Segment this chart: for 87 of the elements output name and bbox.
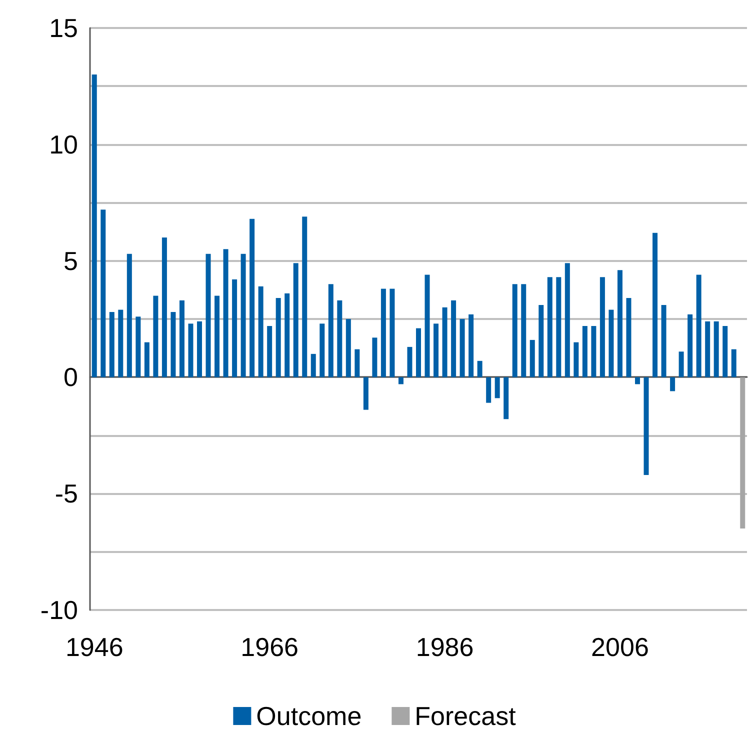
- bar: [547, 277, 552, 378]
- bar: [696, 274, 702, 378]
- bar: [705, 321, 710, 378]
- bar: [276, 298, 281, 378]
- bar: [284, 293, 290, 378]
- bar: [442, 307, 448, 378]
- bar: [644, 377, 649, 475]
- bar: [170, 312, 176, 378]
- bar: [451, 300, 456, 378]
- bar: [688, 314, 693, 378]
- bar: [144, 342, 150, 378]
- y-tick-label: 10: [49, 129, 78, 160]
- bar: [407, 346, 412, 378]
- legend-label: Outcome: [256, 701, 362, 731]
- bar: [118, 310, 124, 378]
- x-tick-label: 1986: [416, 632, 474, 662]
- bar: [398, 377, 404, 384]
- bar: [416, 328, 421, 378]
- bar: [162, 238, 167, 378]
- bar: [153, 296, 158, 378]
- bar: [722, 326, 728, 378]
- bar: [494, 377, 500, 398]
- bar: [92, 74, 97, 378]
- bar: [434, 324, 439, 378]
- bar: [582, 326, 588, 378]
- bar: [320, 324, 325, 378]
- bar: [530, 340, 535, 378]
- bar: [380, 288, 386, 378]
- bar: [564, 263, 570, 378]
- bar: [574, 342, 579, 378]
- bar: [100, 210, 106, 378]
- bar: [126, 254, 132, 378]
- bar: [635, 377, 640, 384]
- bar: [617, 270, 622, 378]
- bar: [538, 305, 544, 378]
- bar: [206, 254, 211, 378]
- bar: [556, 277, 562, 378]
- bar: [670, 377, 676, 392]
- x-tick-label: 2006: [591, 632, 649, 662]
- bar: [258, 286, 264, 378]
- bar: [731, 349, 736, 378]
- y-tick-label: 0: [64, 362, 78, 392]
- bar: [302, 216, 308, 378]
- bar: [354, 349, 360, 378]
- bar: [197, 321, 202, 378]
- x-tick-label: 1946: [65, 632, 124, 662]
- bar: [232, 279, 238, 378]
- bar: [608, 310, 614, 378]
- bar: [328, 284, 334, 378]
- bar: [179, 300, 184, 378]
- bar: [136, 316, 141, 378]
- bar: [240, 254, 246, 378]
- y-tick-label: -5: [54, 478, 78, 509]
- y-tick-label: -10: [40, 595, 78, 625]
- bar: [477, 360, 482, 378]
- bar: [591, 326, 596, 378]
- bar: [512, 284, 518, 378]
- bar: [250, 218, 255, 378]
- bar: [346, 319, 351, 378]
- bar: [740, 377, 746, 529]
- bar: [223, 249, 228, 378]
- y-tick-label: 5: [64, 246, 78, 276]
- bar: [109, 312, 114, 378]
- legend-label: Forecast: [414, 701, 517, 731]
- bar: [267, 326, 272, 378]
- bar: [372, 338, 378, 378]
- bar: [424, 274, 430, 378]
- bar: [468, 314, 474, 378]
- bar: [460, 319, 465, 378]
- bar: [390, 288, 395, 378]
- bar: [363, 377, 368, 410]
- bar: [486, 377, 492, 403]
- bar: [521, 284, 526, 378]
- y-tick-label: 15: [49, 13, 78, 43]
- x-tick-label: 1966: [240, 632, 298, 662]
- bar: [337, 300, 342, 378]
- bar: [293, 263, 298, 378]
- bar: [652, 232, 658, 378]
- bar: [504, 377, 509, 420]
- bar: [214, 296, 220, 378]
- bar: [714, 321, 719, 378]
- bar: [678, 352, 684, 378]
- bar: [188, 324, 194, 378]
- bar: [626, 298, 632, 378]
- bar: [661, 305, 666, 378]
- bar: [310, 354, 316, 378]
- bar: [600, 277, 605, 378]
